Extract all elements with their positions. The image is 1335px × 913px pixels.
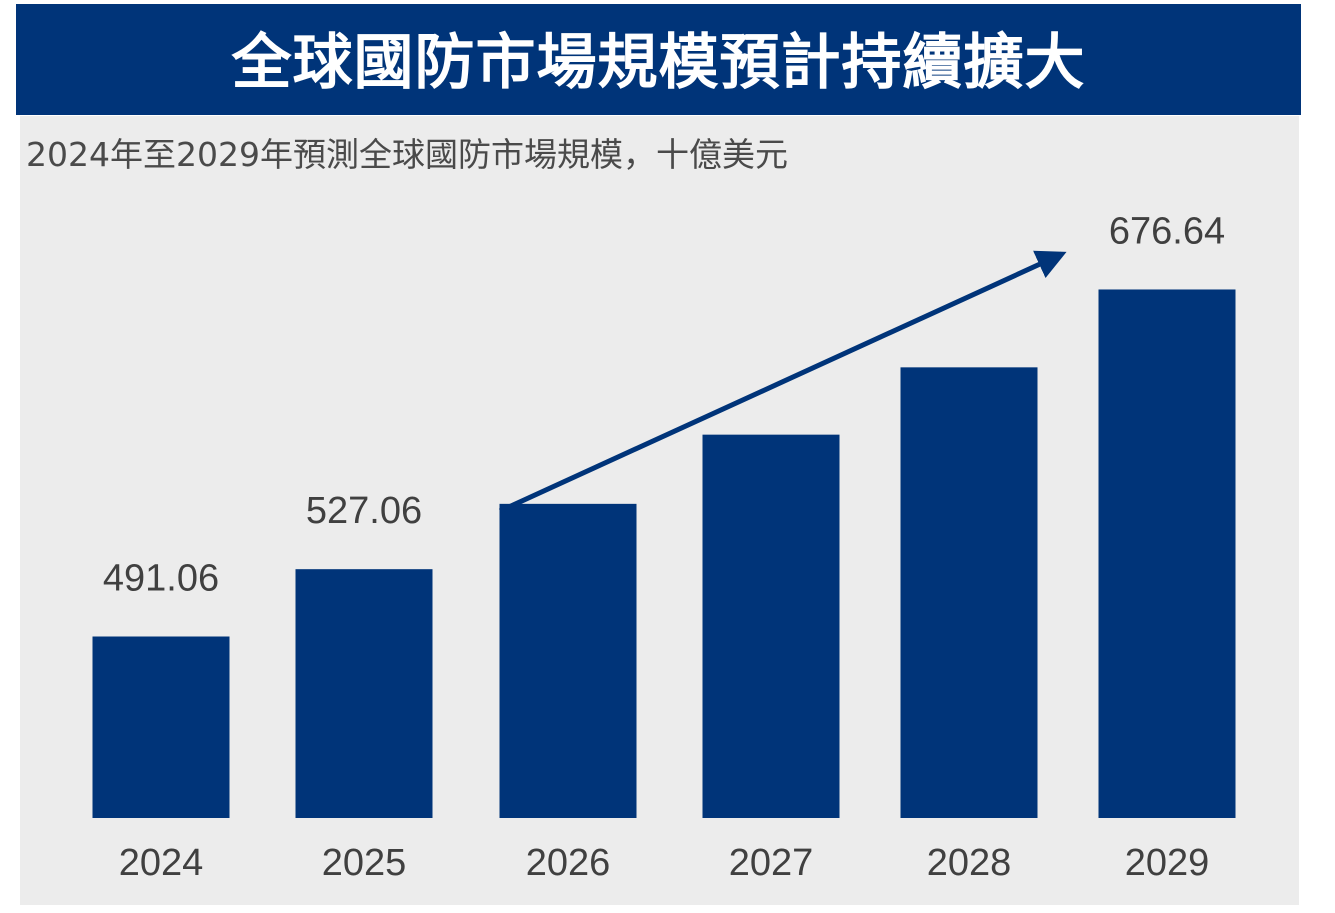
x-tick-label-2026: 2026 xyxy=(526,842,611,884)
bar-2028 xyxy=(900,367,1038,818)
chart-title: 全球國防市場規模預計持續擴大 xyxy=(16,4,1301,115)
bar-2029 xyxy=(1098,289,1236,819)
x-axis-ticks-layer: 2024 2025 2026 2027 2028 2029 xyxy=(119,842,1210,884)
bar-2026 xyxy=(499,503,637,818)
bars-layer xyxy=(92,289,1236,819)
chart-subtitle: 2024年至2029年預測全球國防市場規模，十億美元 xyxy=(26,135,788,174)
x-tick-label-2029: 2029 xyxy=(1125,842,1210,884)
trend-arrow-icon xyxy=(498,250,1067,514)
x-tick-label-2025: 2025 xyxy=(322,842,407,884)
bar-2025 xyxy=(295,569,433,818)
value-label-2029: 676.64 xyxy=(1109,210,1225,252)
x-tick-label-2027: 2027 xyxy=(729,842,814,884)
value-label-2025: 527.06 xyxy=(306,490,422,532)
bar-2024 xyxy=(92,636,230,818)
x-tick-label-2028: 2028 xyxy=(927,842,1012,884)
chart-panel xyxy=(20,116,1299,905)
value-label-2024: 491.06 xyxy=(103,558,219,600)
bar-2027 xyxy=(702,434,840,818)
value-labels-layer: 491.06 527.06 676.64 xyxy=(103,210,1225,599)
x-tick-label-2024: 2024 xyxy=(119,842,204,884)
